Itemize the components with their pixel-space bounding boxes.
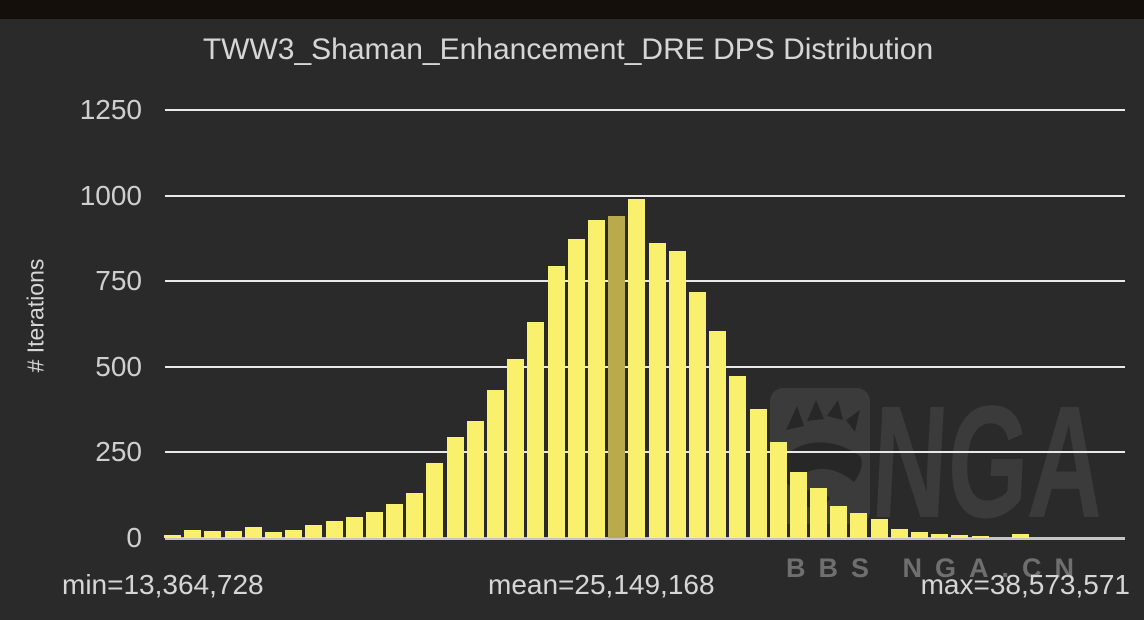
gridline-1000 [165, 195, 1125, 197]
y-tick-label-1000: 1000 [79, 180, 142, 211]
histogram-bar [972, 536, 989, 538]
histogram-bar [770, 442, 787, 538]
histogram-bar [548, 266, 565, 538]
nga-logo-text: NGA [872, 396, 1109, 530]
histogram-bar [265, 532, 282, 538]
histogram-bar [669, 251, 686, 538]
max-dps-label: max=38,573,571 [920, 569, 1130, 600]
min-dps-label: min=13,364,728 [62, 569, 264, 600]
histogram-bar [830, 506, 847, 538]
histogram-bar [467, 421, 484, 538]
histogram-bar [628, 199, 645, 538]
top-black-strip [0, 0, 1144, 19]
histogram-bar [527, 322, 544, 538]
histogram-bar [184, 530, 201, 538]
y-tick-label-500: 500 [95, 351, 142, 382]
histogram-bar [346, 517, 363, 538]
histogram-bar [285, 530, 302, 538]
histogram-bar [507, 359, 524, 538]
histogram-bar [588, 220, 605, 538]
gridline-500 [165, 366, 1125, 368]
histogram-bar [487, 390, 504, 538]
gridline-250 [165, 451, 1125, 453]
histogram-bar [164, 535, 181, 538]
y-tick-label-750: 750 [95, 265, 142, 296]
mean-dps-label: mean=25,149,168 [488, 569, 715, 600]
svg-text:NGA: NGA [872, 396, 1109, 530]
histogram-bar [1012, 534, 1029, 538]
histogram-bar [891, 529, 908, 538]
histogram-bar [911, 532, 928, 538]
y-tick-label-0: 0 [126, 522, 142, 553]
y-tick-label-1250: 1250 [79, 94, 142, 125]
histogram-bar [204, 531, 221, 538]
chart-title: TWW3_Shaman_Enhancement_DRE DPS Distribu… [202, 33, 934, 66]
histogram-bar [810, 488, 827, 538]
histogram-bar [366, 512, 383, 538]
histogram-bar [931, 534, 948, 538]
y-axis-label: # Iterations [22, 258, 49, 373]
histogram-bar [689, 292, 706, 538]
histogram-bar [750, 409, 767, 538]
gridline-750 [165, 280, 1125, 282]
histogram-bar [568, 239, 585, 538]
histogram-bar [709, 331, 726, 538]
histogram-bar [326, 521, 343, 538]
histogram-bar [729, 376, 746, 538]
histogram-bar [649, 243, 666, 538]
histogram-bar [850, 513, 867, 538]
histogram-bar [426, 463, 443, 538]
histogram-bar [305, 525, 322, 538]
y-tick-label-250: 250 [95, 436, 142, 467]
histogram-bar-mean [608, 216, 625, 538]
histogram-bar [871, 519, 888, 538]
histogram-bar [225, 531, 242, 538]
histogram-bar [790, 472, 807, 538]
histogram-bar [951, 535, 968, 538]
bbs-watermark-text: BBS NGA.CN [786, 553, 1088, 583]
gridline-0 [165, 537, 1125, 540]
histogram-bar [245, 527, 262, 538]
histogram-bar [447, 437, 464, 538]
gridline-1250 [165, 109, 1125, 111]
histogram-bar [386, 504, 403, 538]
histogram-bar [406, 493, 423, 538]
